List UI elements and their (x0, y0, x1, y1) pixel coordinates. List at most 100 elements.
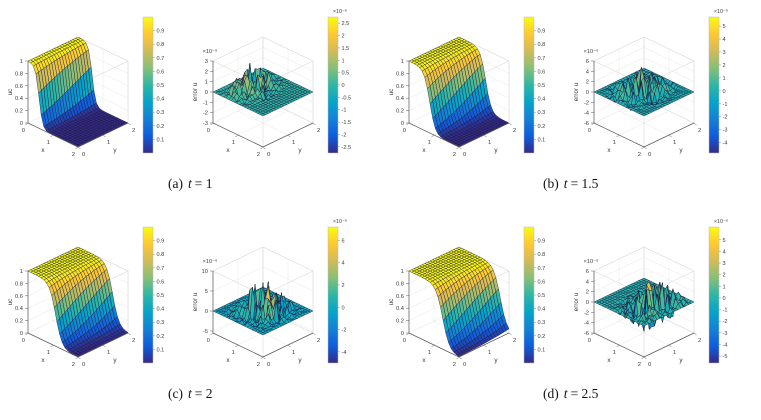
svg-text:y: y (114, 147, 118, 154)
svg-text:0.8: 0.8 (157, 252, 165, 258)
svg-text:0.2: 0.2 (396, 109, 404, 115)
svg-text:0.1: 0.1 (537, 347, 545, 353)
svg-text:0.4: 0.4 (396, 306, 405, 312)
svg-text:0.9: 0.9 (157, 239, 165, 245)
plot-pair: 0 1 2 0 1 2 0 0.2 0.4 0.6 0.8 1 x y uc 0.1 0.2 0.3 0.4 0.5 0… (6, 5, 374, 173)
svg-text:0.5: 0.5 (342, 71, 350, 77)
caption-index: (d) (543, 386, 559, 401)
svg-text:6: 6 (586, 59, 589, 65)
svg-text:10: 10 (202, 269, 208, 275)
svg-text:-5: -5 (203, 329, 208, 335)
svg-text:-4: -4 (722, 141, 727, 147)
svg-text:0.6: 0.6 (396, 84, 404, 90)
surface-plot-uc: 0 1 2 0 1 2 0 0.2 0.4 0.6 0.8 1 x y uc 0.1 0.2 0.3 0.4 0.5 0… (387, 5, 570, 173)
svg-text:1: 1 (205, 80, 208, 86)
svg-text:x: x (227, 147, 231, 154)
svg-text:y: y (679, 357, 683, 364)
svg-text:0.7: 0.7 (157, 266, 165, 272)
svg-text:×10⁻⁶: ×10⁻⁶ (583, 258, 598, 265)
surface-plot-error: 0 1 2 0 1 2 -3 -2 -1 0 1 2 3 x y error u ×10⁻⁶ -2.5 -2 -1.5… (191, 5, 374, 173)
svg-text:x: x (422, 357, 426, 364)
svg-text:0.6: 0.6 (157, 279, 165, 285)
svg-text:0.9: 0.9 (157, 29, 165, 35)
svg-text:4: 4 (722, 249, 725, 255)
svg-text:2: 2 (698, 338, 701, 344)
svg-text:0.5: 0.5 (537, 83, 545, 89)
svg-text:0.1: 0.1 (537, 137, 545, 143)
svg-text:-1: -1 (342, 108, 347, 114)
svg-text:0.4: 0.4 (15, 96, 24, 102)
svg-text:-4: -4 (584, 321, 590, 327)
svg-text:1.5: 1.5 (342, 46, 350, 52)
svg-text:1: 1 (47, 140, 50, 146)
svg-text:2: 2 (317, 128, 320, 134)
svg-text:x: x (607, 147, 611, 154)
svg-text:0.8: 0.8 (15, 71, 23, 77)
svg-text:5: 5 (722, 238, 725, 244)
svg-text:-1: -1 (722, 308, 727, 314)
svg-text:x: x (607, 357, 611, 364)
svg-text:0: 0 (267, 152, 270, 158)
svg-text:0.7: 0.7 (157, 56, 165, 62)
svg-text:3: 3 (722, 261, 725, 267)
svg-text:0: 0 (588, 128, 591, 134)
subfig-c: 0 1 2 0 1 2 0 0.2 0.4 0.6 0.8 1 x y uc 0.1 0.2 0.3 0.4 0.5 0… (0, 210, 381, 420)
svg-text:-2: -2 (722, 115, 727, 121)
svg-text:error u: error u (192, 82, 199, 101)
svg-text:-2: -2 (342, 132, 347, 138)
plot-pair: 0 1 2 0 1 2 0 0.2 0.4 0.6 0.8 1 x y uc 0.1 0.2 0.3 0.4 0.5 0… (387, 215, 755, 383)
svg-text:1: 1 (107, 140, 110, 146)
svg-text:2: 2 (72, 362, 75, 368)
svg-text:0.4: 0.4 (537, 97, 545, 103)
svg-text:0: 0 (207, 128, 210, 134)
svg-text:2: 2 (722, 273, 725, 279)
svg-text:1: 1 (428, 350, 431, 356)
svg-text:2.5: 2.5 (342, 21, 350, 27)
svg-text:1: 1 (673, 140, 676, 146)
svg-text:-2: -2 (722, 319, 727, 325)
svg-text:0.3: 0.3 (157, 110, 165, 116)
svg-text:0.6: 0.6 (15, 294, 23, 300)
svg-text:0.6: 0.6 (15, 84, 23, 90)
svg-text:2: 2 (586, 290, 589, 296)
svg-text:0.8: 0.8 (396, 281, 404, 287)
plot-pair: 0 1 2 0 1 2 0 0.2 0.4 0.6 0.8 1 x y uc 0.1 0.2 0.3 0.4 0.5 0… (387, 5, 755, 173)
svg-text:2: 2 (342, 283, 345, 289)
svg-text:0: 0 (648, 152, 651, 158)
svg-text:0.2: 0.2 (157, 334, 165, 340)
svg-text:2: 2 (638, 152, 641, 158)
svg-text:0: 0 (205, 309, 208, 315)
surface-plot-error: 0 1 2 0 1 2 -5 0 5 10 x y error u ×10⁻⁶ -4 -2 0 2 4 6 ×10⁻⁶ (191, 215, 374, 383)
svg-text:0.2: 0.2 (15, 109, 23, 115)
svg-text:1: 1 (613, 140, 616, 146)
svg-text:0: 0 (342, 305, 345, 311)
svg-text:0: 0 (401, 121, 404, 127)
svg-text:error u: error u (192, 292, 199, 311)
svg-text:1: 1 (107, 350, 110, 356)
svg-text:0: 0 (586, 90, 589, 96)
svg-text:0: 0 (20, 331, 23, 337)
svg-text:0.5: 0.5 (157, 293, 165, 299)
svg-text:0.7: 0.7 (537, 266, 545, 272)
svg-text:×10⁻⁶: ×10⁻⁶ (714, 219, 728, 225)
subfig-a: 0 1 2 0 1 2 0 0.2 0.4 0.6 0.8 1 x y uc 0.1 0.2 0.3 0.4 0.5 0… (0, 0, 381, 210)
svg-text:1: 1 (401, 59, 404, 65)
svg-text:0: 0 (463, 362, 466, 368)
svg-text:0: 0 (267, 362, 270, 368)
svg-text:1: 1 (232, 140, 235, 146)
svg-text:0.6: 0.6 (396, 294, 404, 300)
svg-text:0.4: 0.4 (157, 97, 165, 103)
caption-variable: t (187, 386, 192, 401)
svg-text:1: 1 (488, 140, 491, 146)
svg-text:1: 1 (488, 350, 491, 356)
svg-text:1: 1 (232, 350, 235, 356)
svg-text:y: y (494, 147, 498, 154)
svg-text:uc: uc (388, 88, 395, 96)
svg-text:2: 2 (205, 69, 208, 75)
svg-text:3: 3 (722, 50, 725, 56)
svg-text:0.4: 0.4 (15, 306, 24, 312)
svg-text:-2: -2 (342, 328, 347, 334)
svg-text:×10⁻⁶: ×10⁻⁶ (583, 48, 598, 55)
subfig-caption: (a) t = 1 (168, 176, 213, 192)
svg-text:uc: uc (7, 298, 14, 306)
